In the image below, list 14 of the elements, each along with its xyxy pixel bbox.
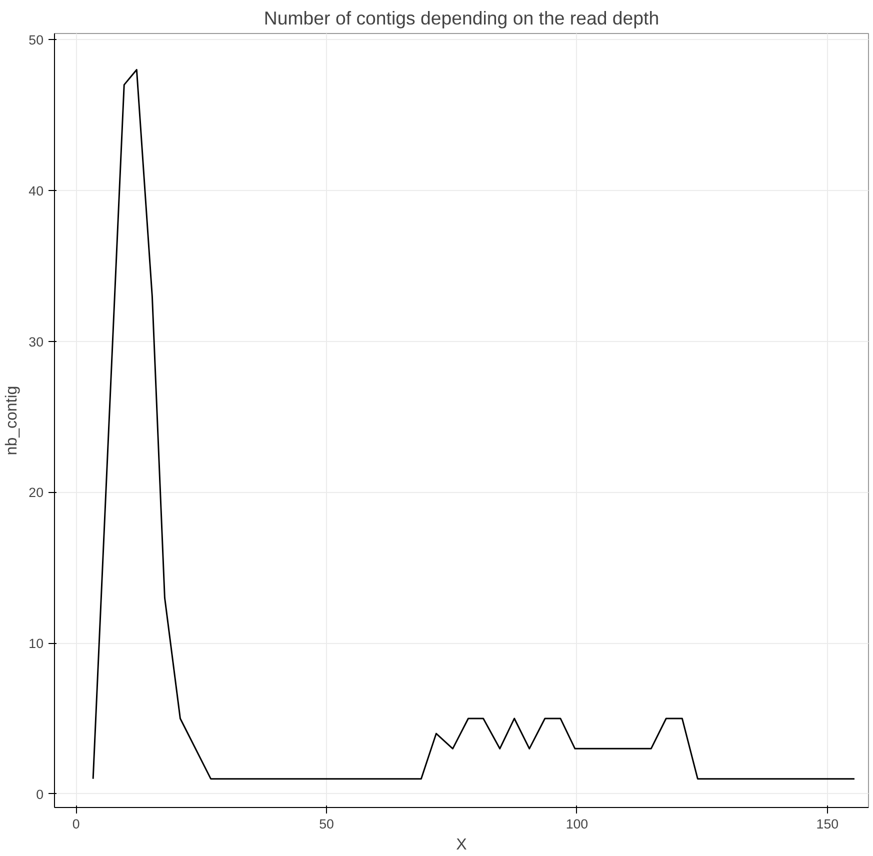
y-tick-label: 10 <box>28 636 44 652</box>
x-tick-label: 100 <box>566 816 588 832</box>
line-series <box>92 68 856 780</box>
y-tick-label: 20 <box>28 485 44 500</box>
x-tick-label: 150 <box>816 816 839 832</box>
y-tick-label: 0 <box>36 786 44 802</box>
chart-title: Number of contigs depending on the read depth <box>264 8 660 28</box>
y-tick-label: 50 <box>28 32 44 48</box>
y-tick-label: 40 <box>28 183 44 198</box>
x-tick-label: 0 <box>72 816 80 832</box>
x-axis-title: X <box>456 836 468 854</box>
x-tick-label: 50 <box>319 816 334 832</box>
y-axis-title: nb_contig <box>4 386 21 456</box>
y-tick-label: 30 <box>28 334 44 350</box>
